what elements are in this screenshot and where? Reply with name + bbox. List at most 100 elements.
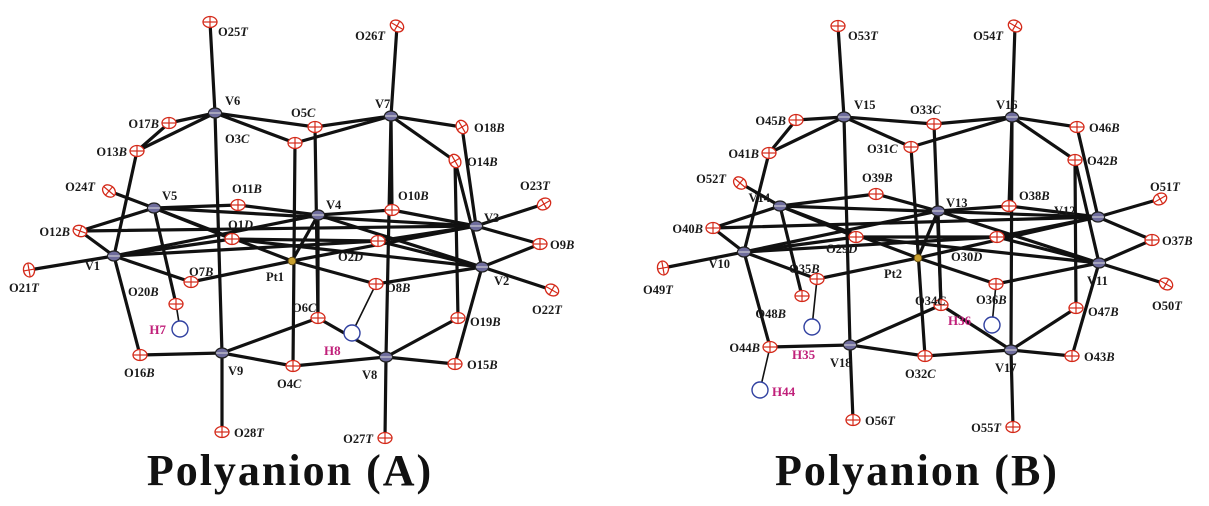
bond	[220, 316, 320, 355]
atom-label-v7: V7	[375, 97, 390, 111]
atom-label-o33c: O33C	[910, 103, 941, 117]
oxygen-atom-o9b	[532, 237, 548, 251]
oxygen-atom-o4c	[285, 359, 301, 373]
atom-label-o54t: O54T	[973, 29, 1004, 43]
atom-label-o26t: O26T	[355, 29, 386, 43]
vanadium-atom-v10	[736, 246, 752, 258]
panel-polyanion-b: V10 V11 V12 V13 V14 V15 V16 V17 V18 Pt2 O29D O30D O3…	[643, 19, 1193, 435]
atom-label-o47b: O47B	[1088, 305, 1119, 319]
bond	[1009, 306, 1078, 352]
bond	[742, 151, 771, 254]
oxygen-atom-o48b	[794, 289, 810, 303]
vanadium-atom-v8	[378, 351, 394, 363]
oxygen-atom-o30d	[989, 230, 1005, 244]
vanadium-atom-v2	[474, 261, 490, 273]
atom-label-o17b: O17B	[128, 117, 159, 131]
vanadium-atom-v11	[1091, 257, 1107, 269]
bond	[112, 254, 193, 284]
bond	[480, 265, 554, 292]
bond	[351, 283, 377, 334]
atom-label-v18: V18	[830, 356, 852, 370]
bond	[383, 355, 388, 440]
oxygen-atom-o32c	[917, 349, 933, 363]
bond	[1009, 348, 1074, 358]
bond	[936, 209, 1101, 265]
vanadium-atom-v15	[836, 111, 852, 123]
oxygen-atom-o31c	[903, 140, 919, 154]
bond	[316, 208, 394, 217]
oxygen-atom-o3c	[287, 136, 303, 150]
atom-label-h35: H35	[792, 347, 816, 362]
atom-label-o15b: O15B	[467, 358, 498, 372]
atom-label-o50t: O50T	[1152, 299, 1183, 313]
caption-polyanion-a: Polyanion (A)	[147, 446, 433, 495]
bond	[995, 215, 1100, 239]
atom-label-o29d: O29D	[826, 242, 857, 256]
atom-label-v12: V12	[1054, 204, 1076, 218]
atom-label-v14: V14	[748, 191, 770, 205]
hydrogen-atom-h8	[343, 324, 361, 342]
oxygen-atom-o15b	[447, 357, 463, 371]
vanadium-atom-v1	[106, 250, 122, 262]
bond	[112, 239, 380, 258]
atom-label-o32c: O32C	[905, 367, 936, 381]
bond	[213, 111, 317, 129]
bond	[208, 20, 217, 115]
bond	[1070, 261, 1101, 358]
atom-label-pt1: Pt1	[266, 270, 284, 284]
caption-polyanion-b: Polyanion (B)	[775, 446, 1059, 495]
bond	[848, 343, 855, 422]
bond	[27, 254, 116, 272]
bond	[923, 348, 1013, 358]
atom-label-o51t: O51T	[1150, 180, 1181, 194]
atom-label-v15: V15	[854, 98, 876, 112]
atom-label-v17: V17	[995, 361, 1017, 375]
atom-label-o48b: O48B	[755, 307, 786, 321]
bond	[480, 242, 542, 269]
bond	[390, 208, 478, 228]
vanadium-atom-v4	[310, 209, 326, 221]
bond	[230, 237, 484, 269]
atom-label-h8: H8	[324, 343, 341, 358]
bond	[778, 204, 920, 260]
oxygen-atom-o23t	[536, 197, 552, 211]
atom-label-o38b: O38B	[1019, 189, 1050, 203]
bond	[389, 24, 399, 118]
atom-label-v11: V11	[1087, 274, 1108, 288]
oxygen-atom-o21t	[22, 262, 36, 278]
bond	[778, 192, 878, 208]
bond	[389, 114, 464, 129]
bond	[848, 303, 943, 347]
atom-label-o55t: O55T	[971, 421, 1002, 435]
bond	[742, 209, 940, 254]
atom-label-v9: V9	[228, 364, 243, 378]
bond	[836, 24, 846, 119]
bond	[909, 115, 1014, 149]
oxygen-atom-o50t	[1158, 277, 1174, 291]
atom-label-o20b: O20B	[128, 285, 159, 299]
bond	[112, 213, 320, 258]
oxygen-atom-o5c	[307, 120, 323, 134]
atom-label-o24t: O24T	[65, 180, 96, 194]
oxygen-atom-o12b	[72, 224, 88, 238]
bond	[374, 265, 484, 286]
atom-label-o43b: O43B	[1084, 350, 1115, 364]
oxygen-atom-o38b	[1001, 199, 1017, 213]
vanadium-atom-v18	[842, 339, 858, 351]
oxygen-atom-o6c	[310, 311, 326, 325]
atom-label-o22t: O22T	[532, 303, 563, 317]
oxygen-atom-o16b	[132, 348, 148, 362]
atom-label-o56t: O56T	[865, 414, 896, 428]
oxygen-atom-o55t	[1005, 420, 1021, 434]
oxygen-atom-o20b	[168, 297, 184, 311]
oxygen-atom-o27t	[377, 431, 393, 445]
atom-label-v8: V8	[362, 368, 377, 382]
bond	[1073, 158, 1078, 310]
bond	[1010, 115, 1079, 129]
bond	[916, 256, 998, 286]
atom-label-o23t: O23T	[520, 179, 551, 193]
bond	[453, 265, 484, 366]
atom-label-o40b: O40B	[672, 222, 703, 236]
bond	[909, 145, 927, 358]
atom-label-o8b: O8B	[386, 281, 410, 295]
